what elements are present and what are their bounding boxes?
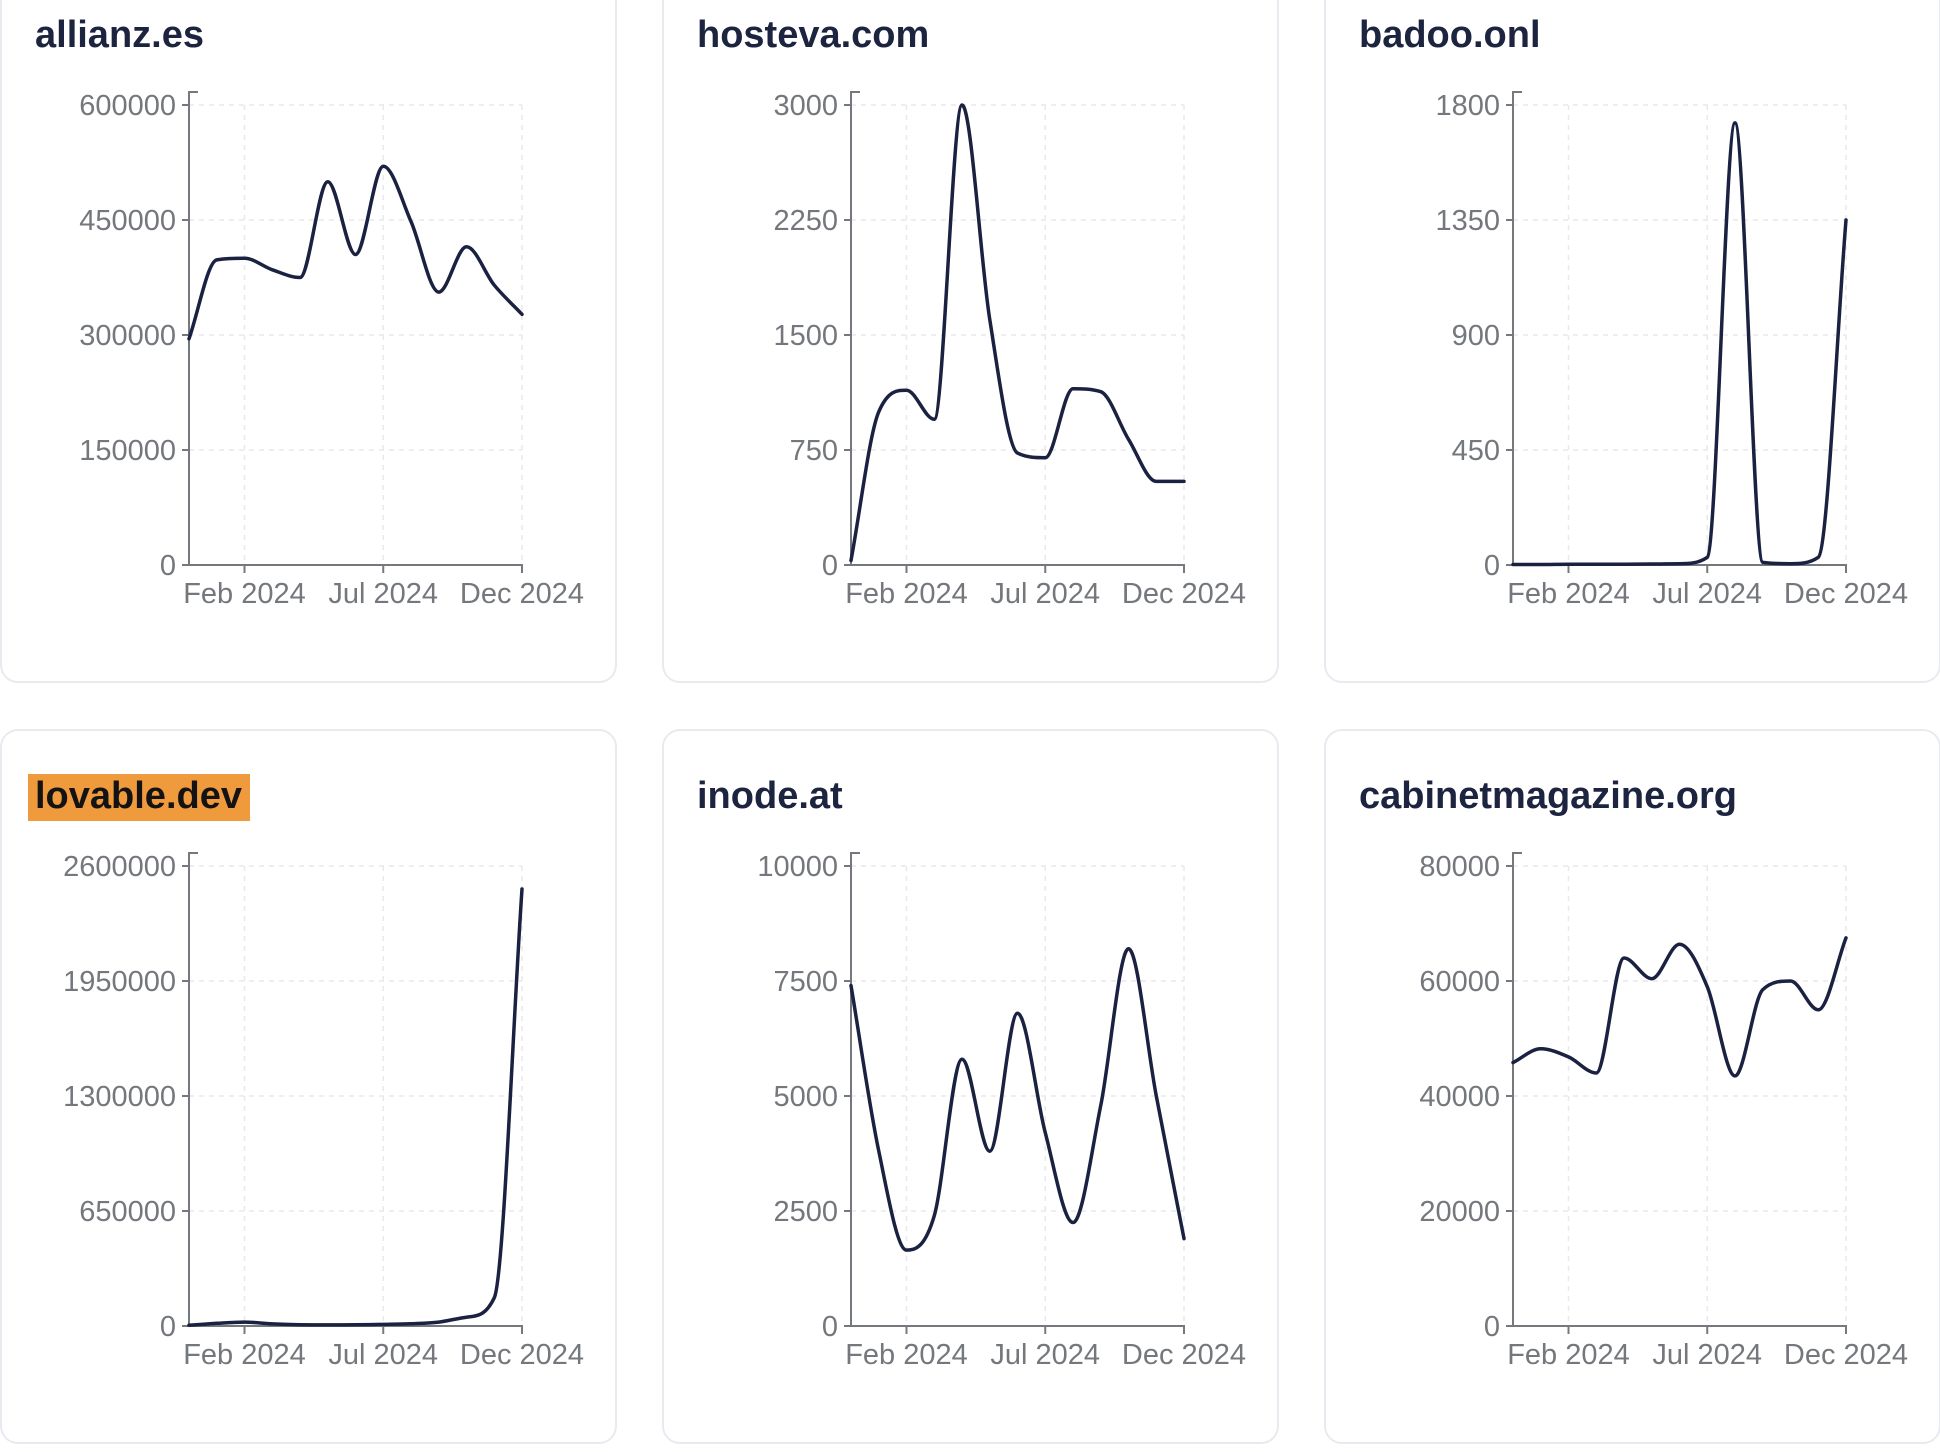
svg-text:Jul 2024: Jul 2024 — [328, 578, 438, 610]
x-axis-labels: Feb 2024 Jul 2024 Dec 2024 — [183, 578, 584, 610]
series-line — [1511, 936, 1848, 1078]
svg-text:650000: 650000 — [79, 1196, 176, 1228]
svg-text:Jul 2024: Jul 2024 — [1652, 1339, 1762, 1371]
svg-text:Dec 2024: Dec 2024 — [1122, 1339, 1246, 1371]
x-axis-labels: Feb 2024 Jul 2024 Dec 2024 — [183, 1339, 584, 1371]
svg-text:60000: 60000 — [1419, 966, 1500, 998]
svg-text:1950000: 1950000 — [63, 966, 176, 998]
svg-text:450000: 450000 — [79, 205, 176, 237]
svg-text:0: 0 — [160, 550, 176, 582]
series-line — [187, 164, 524, 341]
domain-chart-card: inode.at 10000 7500 5000 2500 0 Feb 2024 Jul 2… — [662, 729, 1279, 1444]
gridlines — [851, 865, 1185, 1326]
svg-text:600000: 600000 — [79, 90, 176, 122]
svg-text:1500: 1500 — [773, 320, 838, 352]
svg-text:Feb 2024: Feb 2024 — [1507, 578, 1630, 610]
x-axis-labels: Feb 2024 Jul 2024 Dec 2024 — [1507, 1339, 1908, 1371]
axes — [844, 852, 1185, 1334]
svg-text:Feb 2024: Feb 2024 — [183, 1339, 306, 1371]
gridlines — [189, 865, 523, 1326]
svg-text:Dec 2024: Dec 2024 — [1122, 578, 1246, 610]
axes — [182, 852, 523, 1334]
svg-text:Feb 2024: Feb 2024 — [183, 578, 306, 610]
x-axis-labels: Feb 2024 Jul 2024 Dec 2024 — [845, 1339, 1246, 1371]
y-axis-labels: 10000 7500 5000 2500 0 — [757, 851, 838, 1343]
chart-title[interactable]: lovable.dev — [28, 774, 250, 821]
domain-chart-card: allianz.es 600000 450000 300000 150000 0 Feb … — [0, 0, 617, 683]
chart-title[interactable]: hosteva.com — [697, 14, 930, 56]
svg-text:1800: 1800 — [1435, 90, 1500, 122]
svg-text:80000: 80000 — [1419, 851, 1500, 883]
svg-text:1300000: 1300000 — [63, 1081, 176, 1113]
x-axis-labels: Feb 2024 Jul 2024 Dec 2024 — [845, 578, 1246, 610]
domain-chart-card: cabinetmagazine.org 80000 60000 40000 20000… — [1324, 729, 1940, 1444]
series-line — [849, 947, 1186, 1252]
domain-chart-card: lovable.dev 2600000 1950000 1300000 650000 0… — [0, 729, 617, 1444]
axes — [182, 91, 523, 573]
svg-text:Jul 2024: Jul 2024 — [328, 1339, 438, 1371]
svg-text:0: 0 — [160, 1311, 176, 1343]
y-axis-labels: 600000 450000 300000 150000 0 — [79, 90, 176, 582]
svg-text:2250: 2250 — [773, 205, 838, 237]
gridlines — [1513, 865, 1847, 1326]
series-line — [849, 103, 1186, 563]
svg-text:750: 750 — [790, 435, 838, 467]
svg-text:450: 450 — [1452, 435, 1500, 467]
svg-text:Feb 2024: Feb 2024 — [1507, 1339, 1630, 1371]
y-axis-labels: 2600000 1950000 1300000 650000 0 — [63, 851, 176, 1343]
svg-text:20000: 20000 — [1419, 1196, 1500, 1228]
svg-text:150000: 150000 — [79, 435, 176, 467]
chart-title[interactable]: allianz.es — [35, 14, 204, 56]
svg-text:Dec 2024: Dec 2024 — [1784, 578, 1908, 610]
svg-text:Jul 2024: Jul 2024 — [990, 1339, 1100, 1371]
domain-chart-card: badoo.onl 1800 1350 900 450 0 Feb 2024 Jul 202… — [1324, 0, 1940, 683]
chart-title[interactable]: cabinetmagazine.org — [1359, 775, 1737, 817]
svg-text:Jul 2024: Jul 2024 — [990, 578, 1100, 610]
svg-text:Jul 2024: Jul 2024 — [1652, 578, 1762, 610]
domain-chart-card: hosteva.com 3000 2250 1500 750 0 Feb 2024 Jul … — [662, 0, 1279, 683]
svg-text:Feb 2024: Feb 2024 — [845, 578, 968, 610]
gridlines — [189, 104, 523, 565]
svg-text:Dec 2024: Dec 2024 — [1784, 1339, 1908, 1371]
svg-text:40000: 40000 — [1419, 1081, 1500, 1113]
svg-text:Dec 2024: Dec 2024 — [460, 578, 584, 610]
axes — [844, 91, 1185, 573]
svg-text:10000: 10000 — [757, 851, 838, 883]
y-axis-labels: 80000 60000 40000 20000 0 — [1419, 851, 1500, 1343]
y-axis-labels: 3000 2250 1500 750 0 — [773, 90, 838, 582]
svg-text:Dec 2024: Dec 2024 — [460, 1339, 584, 1371]
svg-text:7500: 7500 — [773, 966, 838, 998]
svg-text:Feb 2024: Feb 2024 — [845, 1339, 968, 1371]
chart-title[interactable]: inode.at — [697, 775, 843, 817]
x-axis-labels: Feb 2024 Jul 2024 Dec 2024 — [1507, 578, 1908, 610]
svg-text:5000: 5000 — [773, 1081, 838, 1113]
svg-text:2600000: 2600000 — [63, 851, 176, 883]
y-axis-labels: 1800 1350 900 450 0 — [1435, 90, 1500, 582]
svg-text:3000: 3000 — [773, 90, 838, 122]
svg-text:1350: 1350 — [1435, 205, 1500, 237]
svg-text:0: 0 — [1484, 1311, 1500, 1343]
axes — [1506, 91, 1847, 573]
svg-text:0: 0 — [1484, 550, 1500, 582]
chart-title[interactable]: badoo.onl — [1359, 14, 1541, 56]
svg-text:0: 0 — [822, 1311, 838, 1343]
axes — [1506, 852, 1847, 1334]
series-line — [1511, 121, 1848, 567]
svg-text:300000: 300000 — [79, 320, 176, 352]
svg-text:0: 0 — [822, 550, 838, 582]
svg-text:2500: 2500 — [773, 1196, 838, 1228]
gridlines — [851, 104, 1185, 565]
svg-text:900: 900 — [1452, 320, 1500, 352]
gridlines — [1513, 104, 1847, 565]
series-line — [187, 887, 524, 1328]
